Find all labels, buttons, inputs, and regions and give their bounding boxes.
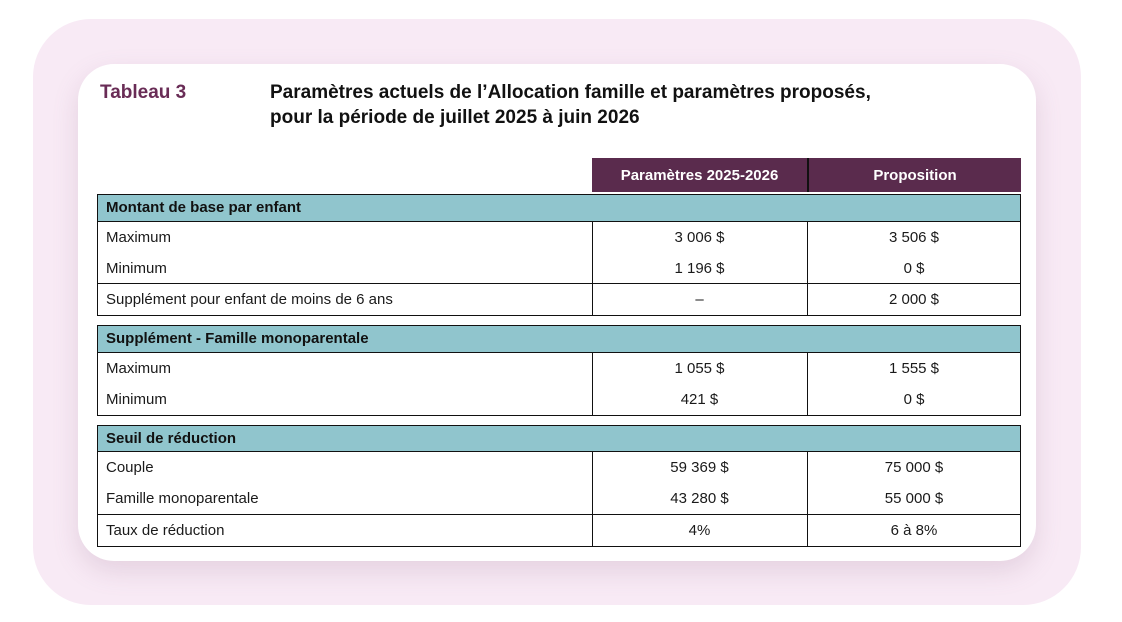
table-sections: Montant de base par enfant Maximum 3 006 $… [97, 194, 1021, 547]
table-title: Paramètres actuels de l’Allocation famil… [270, 80, 871, 130]
column-header-parametres-2025-2026: Paramètres 2025-2026 [592, 158, 807, 192]
value-current: 59 369 $ [591, 452, 807, 483]
table-row: Minimum 1 196 $0 $ [98, 252, 1021, 284]
row-label: Couple [106, 459, 154, 476]
section-body: Maximum 3 006 $3 506 $ Minimum 1 196 $0 $ [97, 220, 1021, 285]
table-row: Taux de réduction 4% 6 à 8% [98, 514, 1021, 546]
parameters-table: Paramètres 2025-2026 Proposition Montant… [97, 158, 1021, 547]
row-label: Maximum [106, 228, 172, 246]
table-row: Famille monoparentale 43 280 $55 000 $ [98, 483, 1020, 514]
value-proposed: 2 000 $ [806, 284, 1021, 315]
value-current: 43 280 $ [591, 483, 807, 514]
value-proposed: 3 506 $ [806, 221, 1021, 253]
value-current: 3 006 $ [591, 221, 807, 253]
row-label: Minimum [106, 259, 167, 277]
table-row: Maximum 1 055 $1 555 $ [98, 352, 1021, 384]
section-footer: Taux de réduction 4% 6 à 8% [97, 513, 1021, 547]
table-section: Supplément - Famille monoparentale Maximu… [97, 325, 1021, 416]
section-footer: Supplément pour enfant de moins de 6 ans… [97, 283, 1021, 316]
section-body: Maximum 1 055 $1 555 $ Minimum 421 $0 $ [97, 351, 1021, 416]
section-header: Seuil de réduction [97, 424, 1021, 453]
value-proposed: 0 $ [806, 383, 1021, 415]
value-current: 421 $ [591, 383, 807, 415]
column-header-proposition: Proposition [807, 158, 1021, 192]
section-body: Couple 59 369 $75 000 $ Famille monoparent… [97, 451, 1021, 515]
row-label: Maximum [106, 359, 172, 377]
value-current: 1 196 $ [591, 252, 807, 284]
row-label: Minimum [106, 390, 167, 408]
row-label: Famille monoparentale [106, 490, 259, 507]
table-section: Seuil de réduction Couple 59 369 $75 000 $… [97, 424, 1021, 547]
value-current: 1 055 $ [591, 352, 807, 384]
table-title-block: Tableau 3 Paramètres actuels de l’Alloca… [100, 80, 1010, 130]
table-row: Supplément pour enfant de moins de 6 ans… [98, 284, 1020, 315]
table-row: Couple 59 369 $75 000 $ [98, 452, 1020, 483]
section-header: Montant de base par enfant [97, 194, 1021, 222]
table-number-label: Tableau 3 [100, 82, 187, 103]
row-label: Taux de réduction [106, 521, 225, 539]
value-proposed: 1 555 $ [806, 352, 1021, 384]
table-title-line1: Paramètres actuels de l’Allocation famil… [270, 82, 871, 103]
table-header-row: Paramètres 2025-2026 Proposition [592, 158, 1021, 192]
value-current: 4% [591, 514, 807, 546]
table-row: Maximum 3 006 $3 506 $ [98, 221, 1021, 253]
table-title-line2: pour la période de juillet 2025 à juin 2… [270, 107, 640, 128]
value-proposed: 6 à 8% [806, 514, 1021, 546]
value-current: – [591, 284, 807, 315]
table-card: Tableau 3 Paramètres actuels de l’Alloca… [78, 64, 1036, 561]
table-row: Minimum 421 $0 $ [98, 383, 1021, 415]
section-header: Supplément - Famille monoparentale [97, 325, 1021, 353]
pink-panel: Tableau 3 Paramètres actuels de l’Alloca… [33, 19, 1081, 605]
table-section: Montant de base par enfant Maximum 3 006 $… [97, 194, 1021, 316]
value-proposed: 75 000 $ [806, 452, 1021, 483]
row-label: Supplément pour enfant de moins de 6 ans [106, 291, 393, 308]
value-proposed: 55 000 $ [806, 483, 1021, 514]
value-proposed: 0 $ [806, 252, 1021, 284]
